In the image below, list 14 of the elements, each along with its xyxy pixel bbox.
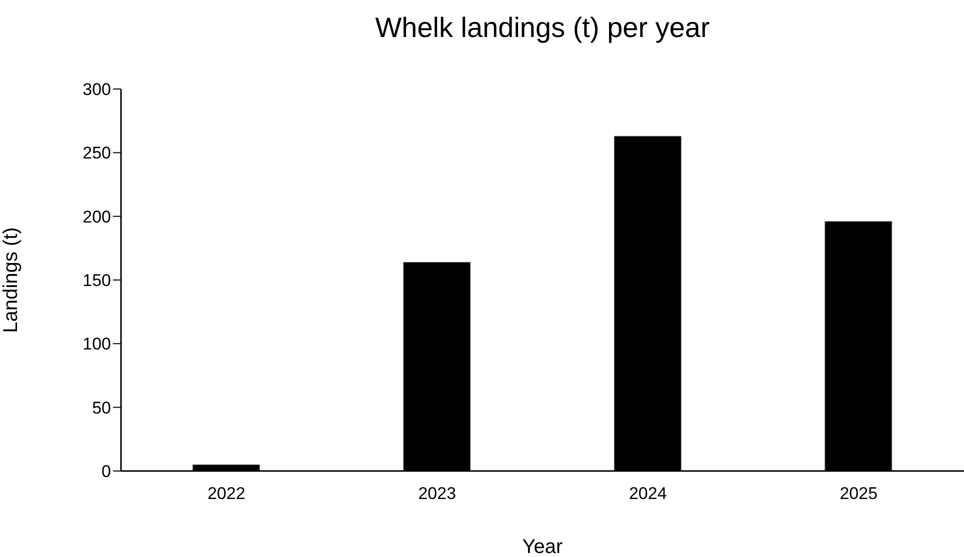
y-tick-label: 50 xyxy=(92,398,111,418)
x-tick-label: 2023 xyxy=(418,484,456,504)
x-tick-label: 2022 xyxy=(207,484,246,504)
x-axis-title: Year xyxy=(522,536,564,557)
x-tick-label: 2025 xyxy=(840,484,878,504)
y-tick-label: 150 xyxy=(82,271,111,290)
y-axis-title: Landings (t) xyxy=(0,227,22,333)
y-tick-label: 250 xyxy=(82,144,111,163)
y-tick-label: 0 xyxy=(102,462,111,482)
chart-title: Whelk landings (t) per year xyxy=(374,12,711,44)
y-tick-label: 300 xyxy=(82,80,111,100)
y-tick-label: 200 xyxy=(82,207,111,226)
y-tick-label: 100 xyxy=(82,334,111,354)
x-tick-label: 2024 xyxy=(628,484,667,504)
